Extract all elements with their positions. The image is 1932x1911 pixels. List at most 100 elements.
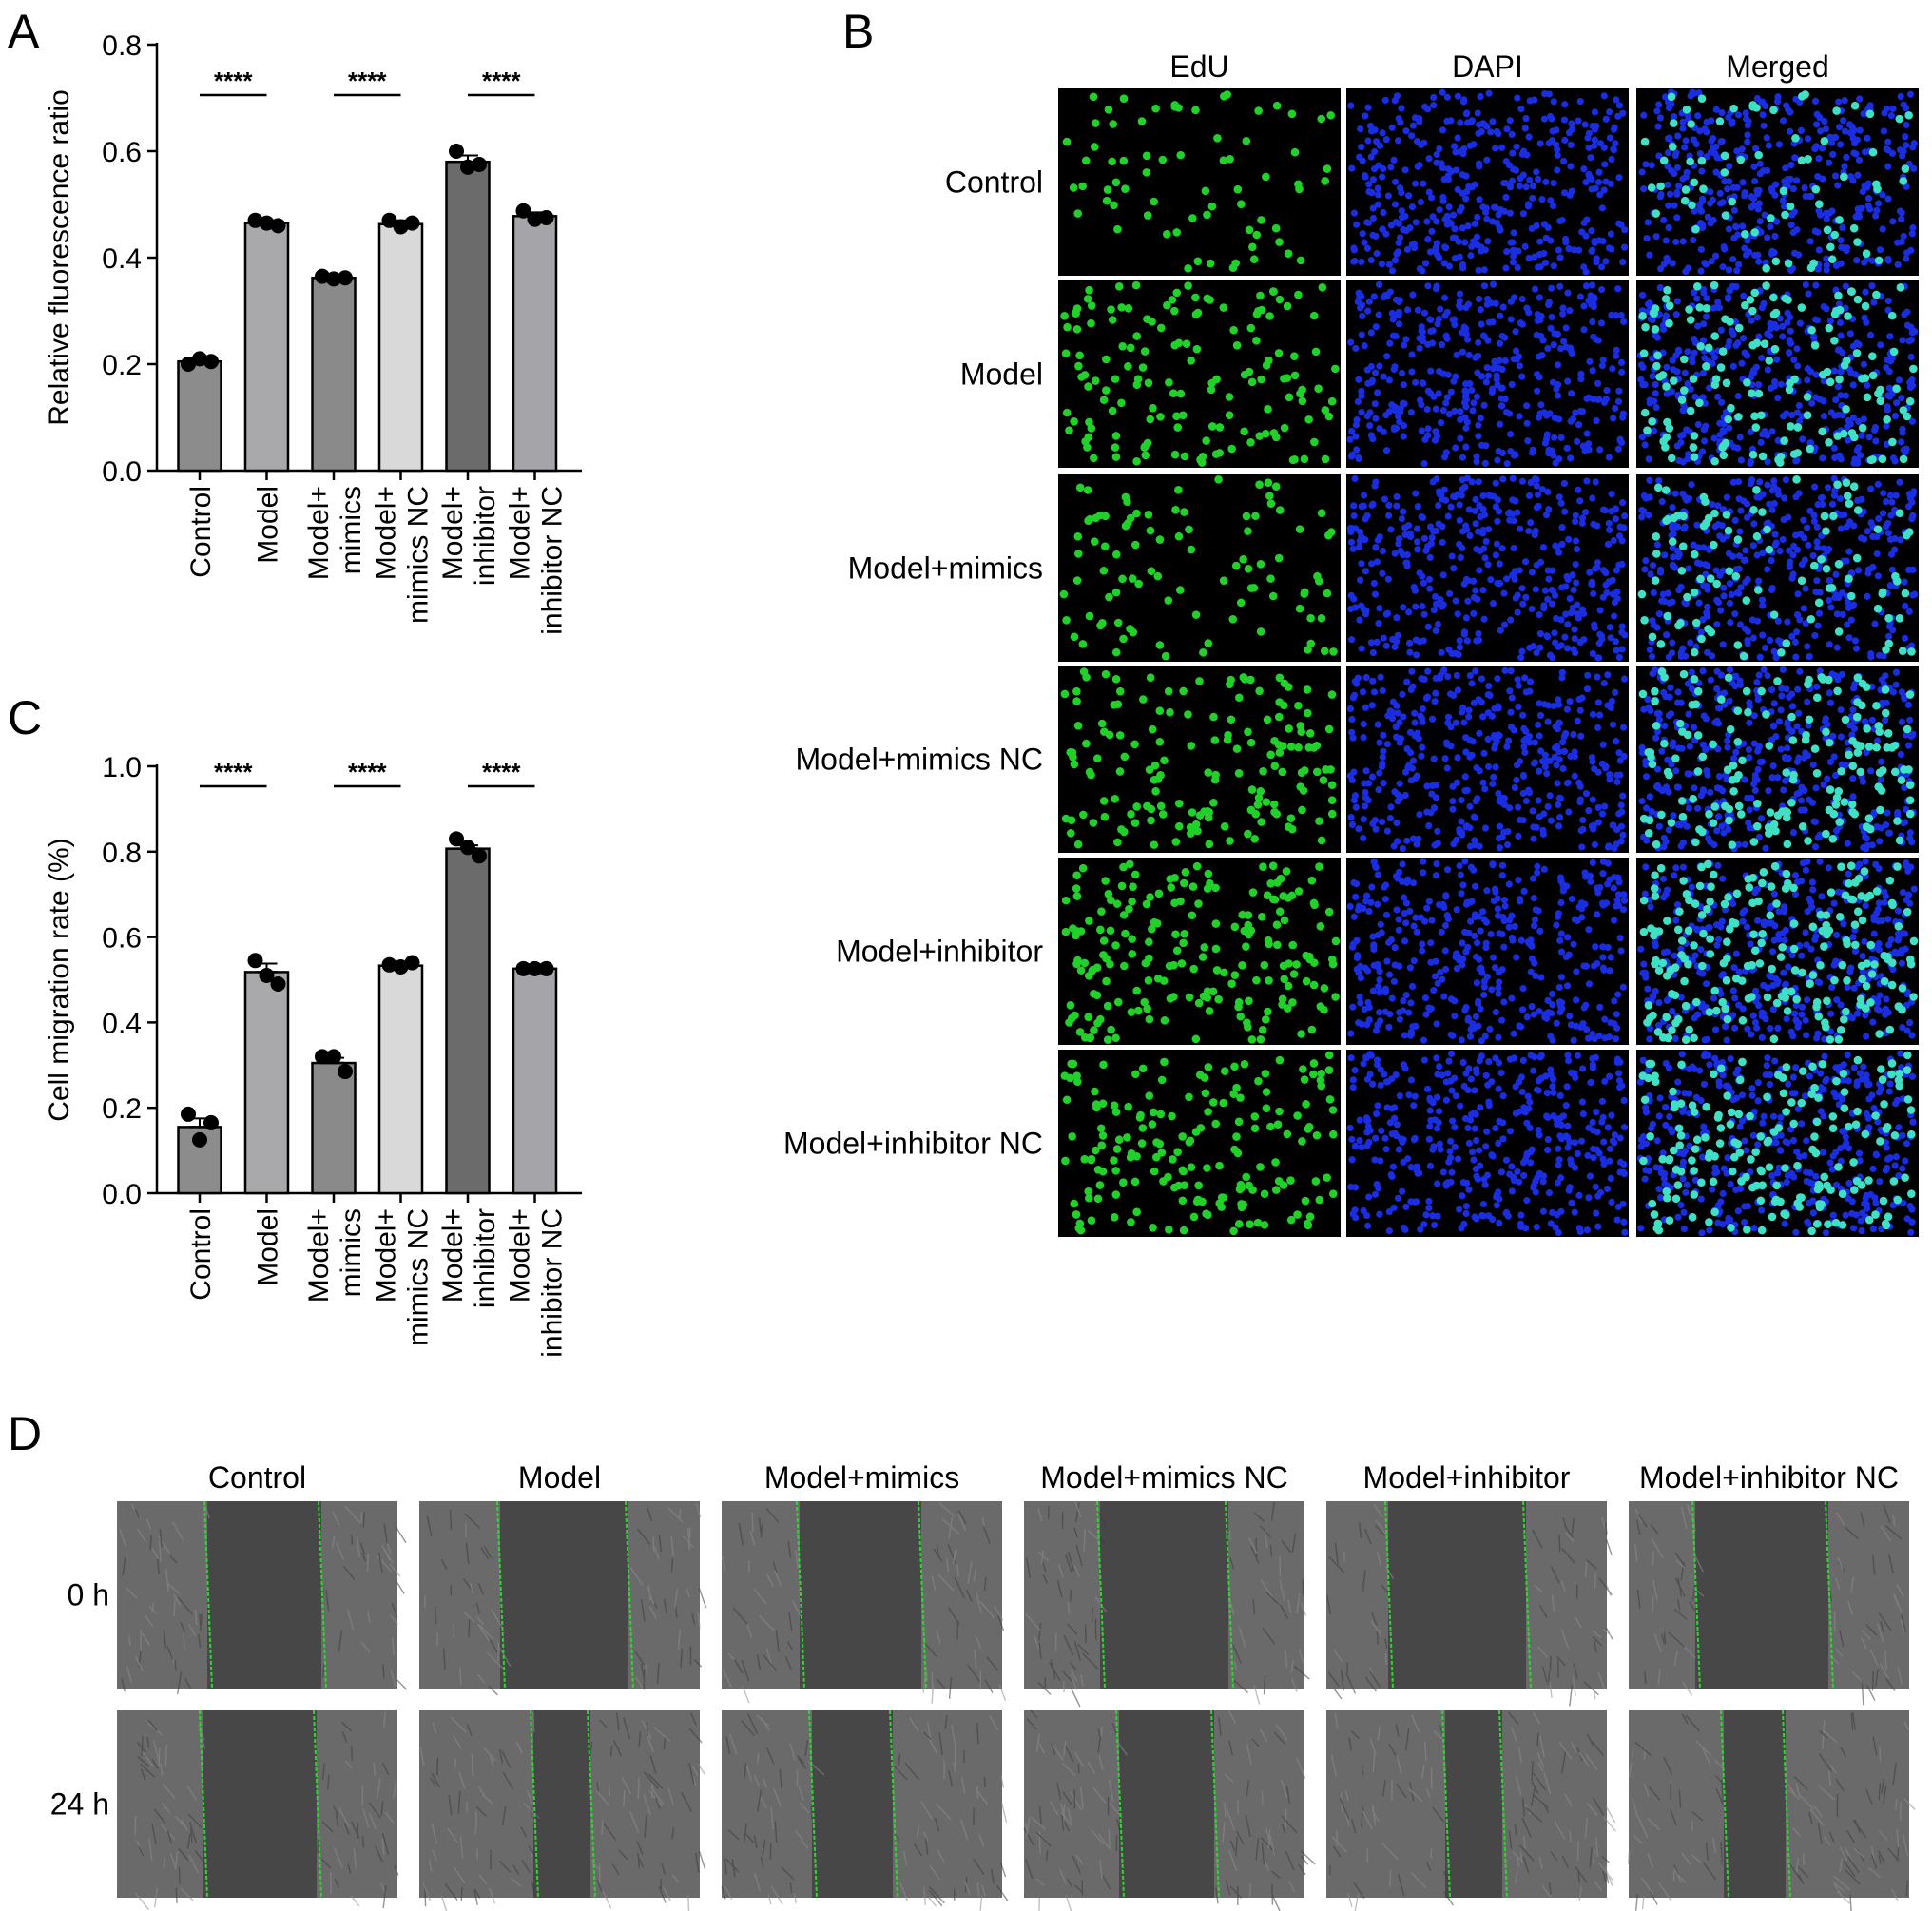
dapi-nucleus bbox=[1813, 577, 1821, 585]
dapi-nucleus bbox=[1597, 286, 1606, 294]
dapi-nucleus bbox=[1744, 138, 1751, 145]
data-point bbox=[315, 268, 330, 284]
dapi-nucleus bbox=[1554, 780, 1561, 787]
dapi-nucleus bbox=[1377, 673, 1384, 681]
dapi-nucleus bbox=[1799, 435, 1806, 443]
dapi-nucleus bbox=[1744, 237, 1751, 244]
dapi-nucleus bbox=[1492, 763, 1499, 771]
merged-nucleus bbox=[1889, 347, 1899, 357]
dapi-nucleus bbox=[1775, 141, 1783, 148]
dapi-nucleus bbox=[1728, 327, 1735, 335]
dapi-nucleus bbox=[1809, 761, 1817, 768]
y-axis-label: Cell migration rate (%) bbox=[44, 838, 75, 1121]
dapi-nucleus bbox=[1456, 253, 1463, 261]
dapi-nucleus bbox=[1595, 168, 1603, 176]
dapi-nucleus bbox=[1369, 648, 1377, 657]
dapi-nucleus bbox=[1657, 190, 1665, 199]
dapi-nucleus bbox=[1572, 560, 1579, 569]
dapi-nucleus bbox=[1585, 446, 1593, 454]
dapi-nucleus bbox=[1749, 634, 1757, 642]
dapi-nucleus bbox=[1844, 840, 1851, 847]
dapi-nucleus bbox=[1475, 629, 1482, 638]
dapi-nucleus bbox=[1786, 127, 1794, 135]
merged-nucleus bbox=[1680, 355, 1689, 364]
dapi-nucleus bbox=[1755, 577, 1763, 585]
merged-nucleus bbox=[1790, 375, 1799, 384]
edu-nucleus bbox=[1307, 876, 1317, 885]
dapi-nucleus bbox=[1641, 441, 1649, 449]
merged-nucleus bbox=[1872, 701, 1881, 710]
dapi-nucleus bbox=[1525, 788, 1534, 797]
dapi-nucleus bbox=[1485, 682, 1493, 690]
dapi-nucleus bbox=[1430, 755, 1438, 762]
dapi-nucleus bbox=[1781, 753, 1789, 762]
dapi-nucleus bbox=[1392, 332, 1400, 340]
dapi-nucleus bbox=[1360, 492, 1368, 499]
dapi-nucleus bbox=[1741, 840, 1748, 848]
merged-nucleus bbox=[1904, 110, 1913, 120]
dapi-nucleus bbox=[1507, 724, 1516, 731]
dapi-nucleus bbox=[1526, 678, 1535, 685]
edu-nucleus bbox=[1193, 257, 1203, 266]
dapi-nucleus bbox=[1681, 369, 1689, 376]
dapi-nucleus bbox=[1350, 913, 1358, 920]
dapi-nucleus bbox=[1909, 512, 1917, 519]
dapi-nucleus bbox=[1903, 183, 1910, 190]
merged-nucleus bbox=[1873, 525, 1883, 533]
data-point bbox=[472, 157, 487, 172]
merged-nucleus bbox=[1890, 741, 1900, 750]
edu-nucleus bbox=[1227, 675, 1235, 685]
dapi-nucleus bbox=[1522, 593, 1530, 601]
dapi-nucleus bbox=[1831, 487, 1839, 494]
dapi-nucleus bbox=[1362, 788, 1369, 797]
dapi-nucleus bbox=[1432, 627, 1439, 635]
dapi-nucleus bbox=[1595, 237, 1603, 244]
dapi-nucleus bbox=[1512, 497, 1519, 505]
dapi-nucleus bbox=[1793, 546, 1802, 554]
dapi-nucleus bbox=[1613, 738, 1620, 745]
edu-nucleus bbox=[1080, 958, 1090, 968]
dapi-nucleus bbox=[1358, 143, 1365, 151]
dapi-nucleus bbox=[1412, 378, 1420, 386]
edu-nucleus bbox=[1066, 1000, 1075, 1010]
merged-nucleus bbox=[1749, 506, 1758, 514]
dapi-nucleus bbox=[1536, 238, 1544, 245]
dapi-nucleus bbox=[1374, 191, 1382, 199]
dapi-nucleus bbox=[1658, 497, 1666, 506]
dapi-nucleus bbox=[1559, 310, 1567, 318]
edu-nucleus bbox=[1200, 807, 1208, 816]
dapi-nucleus bbox=[1373, 638, 1381, 646]
merged-nucleus bbox=[1762, 263, 1770, 273]
dapi-nucleus bbox=[1708, 258, 1715, 265]
merged-nucleus bbox=[1905, 796, 1915, 804]
dapi-nucleus bbox=[1553, 762, 1560, 769]
dapi-nucleus bbox=[1796, 98, 1804, 106]
edu-nucleus bbox=[1303, 685, 1312, 694]
dapi-nucleus bbox=[1782, 164, 1789, 172]
merged-nucleus bbox=[1825, 805, 1834, 815]
edu-nucleus bbox=[1175, 586, 1185, 594]
dapi-nucleus bbox=[1864, 183, 1871, 191]
dapi-nucleus bbox=[1742, 547, 1749, 554]
dapi-nucleus bbox=[1586, 173, 1594, 181]
dapi-nucleus bbox=[1406, 964, 1414, 972]
x-tick-label: mimics NC bbox=[403, 1208, 435, 1346]
edu-nucleus bbox=[1119, 634, 1128, 644]
dapi-nucleus bbox=[1645, 704, 1652, 711]
dapi-nucleus bbox=[1578, 843, 1586, 851]
dapi-nucleus bbox=[1375, 311, 1382, 318]
edu-nucleus bbox=[1187, 829, 1195, 838]
dapi-nucleus bbox=[1716, 571, 1724, 579]
merged-nucleus bbox=[1883, 743, 1892, 752]
dapi-nucleus bbox=[1615, 174, 1623, 182]
dapi-nucleus bbox=[1588, 822, 1595, 830]
dapi-nucleus bbox=[1445, 262, 1454, 270]
dapi-nucleus bbox=[1578, 519, 1586, 527]
panel-label-a: A bbox=[8, 5, 40, 58]
dapi-nucleus bbox=[1431, 698, 1439, 705]
dapi-nucleus bbox=[1894, 261, 1902, 268]
dapi-nucleus bbox=[1554, 913, 1562, 920]
edu-nucleus bbox=[1253, 801, 1263, 809]
dapi-nucleus bbox=[1656, 265, 1665, 273]
dapi-nucleus bbox=[1355, 289, 1362, 297]
